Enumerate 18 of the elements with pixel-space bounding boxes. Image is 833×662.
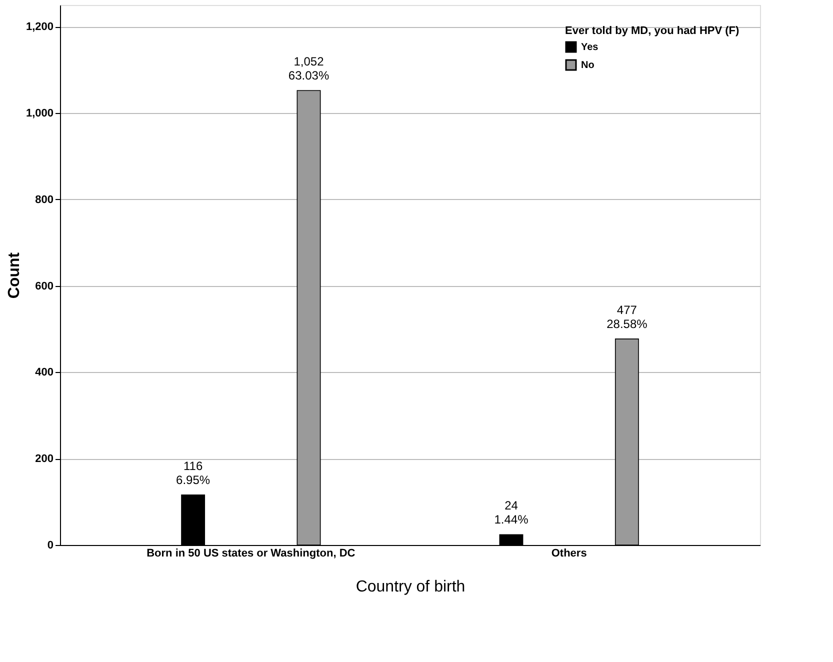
- y-tick-label: 400: [35, 366, 54, 379]
- y-tick-label: 800: [35, 194, 54, 206]
- y-tick-label: 1,000: [26, 108, 54, 120]
- y-tick-label: 1,200: [26, 21, 54, 34]
- data-label: 24 1.44%: [494, 498, 529, 527]
- y-axis-title: Count: [6, 252, 23, 299]
- x-tick-label: Others: [551, 548, 587, 560]
- y-tick-label: 0: [47, 540, 54, 552]
- legend-label: No: [581, 60, 594, 71]
- x-axis-title: Country of birth: [356, 578, 466, 596]
- y-tick-label: 200: [35, 453, 54, 466]
- x-tick-label: Born in 50 US states or Washington, DC: [146, 548, 356, 560]
- data-label: 477 28.58%: [606, 302, 648, 331]
- legend-label: Yes: [581, 42, 599, 53]
- data-label: 1,052 63.03%: [288, 54, 330, 83]
- data-label: 116 6.95%: [176, 458, 210, 487]
- legend-title: Ever told by MD, you had HPV (F): [565, 25, 740, 37]
- y-tick-label: 600: [35, 280, 54, 292]
